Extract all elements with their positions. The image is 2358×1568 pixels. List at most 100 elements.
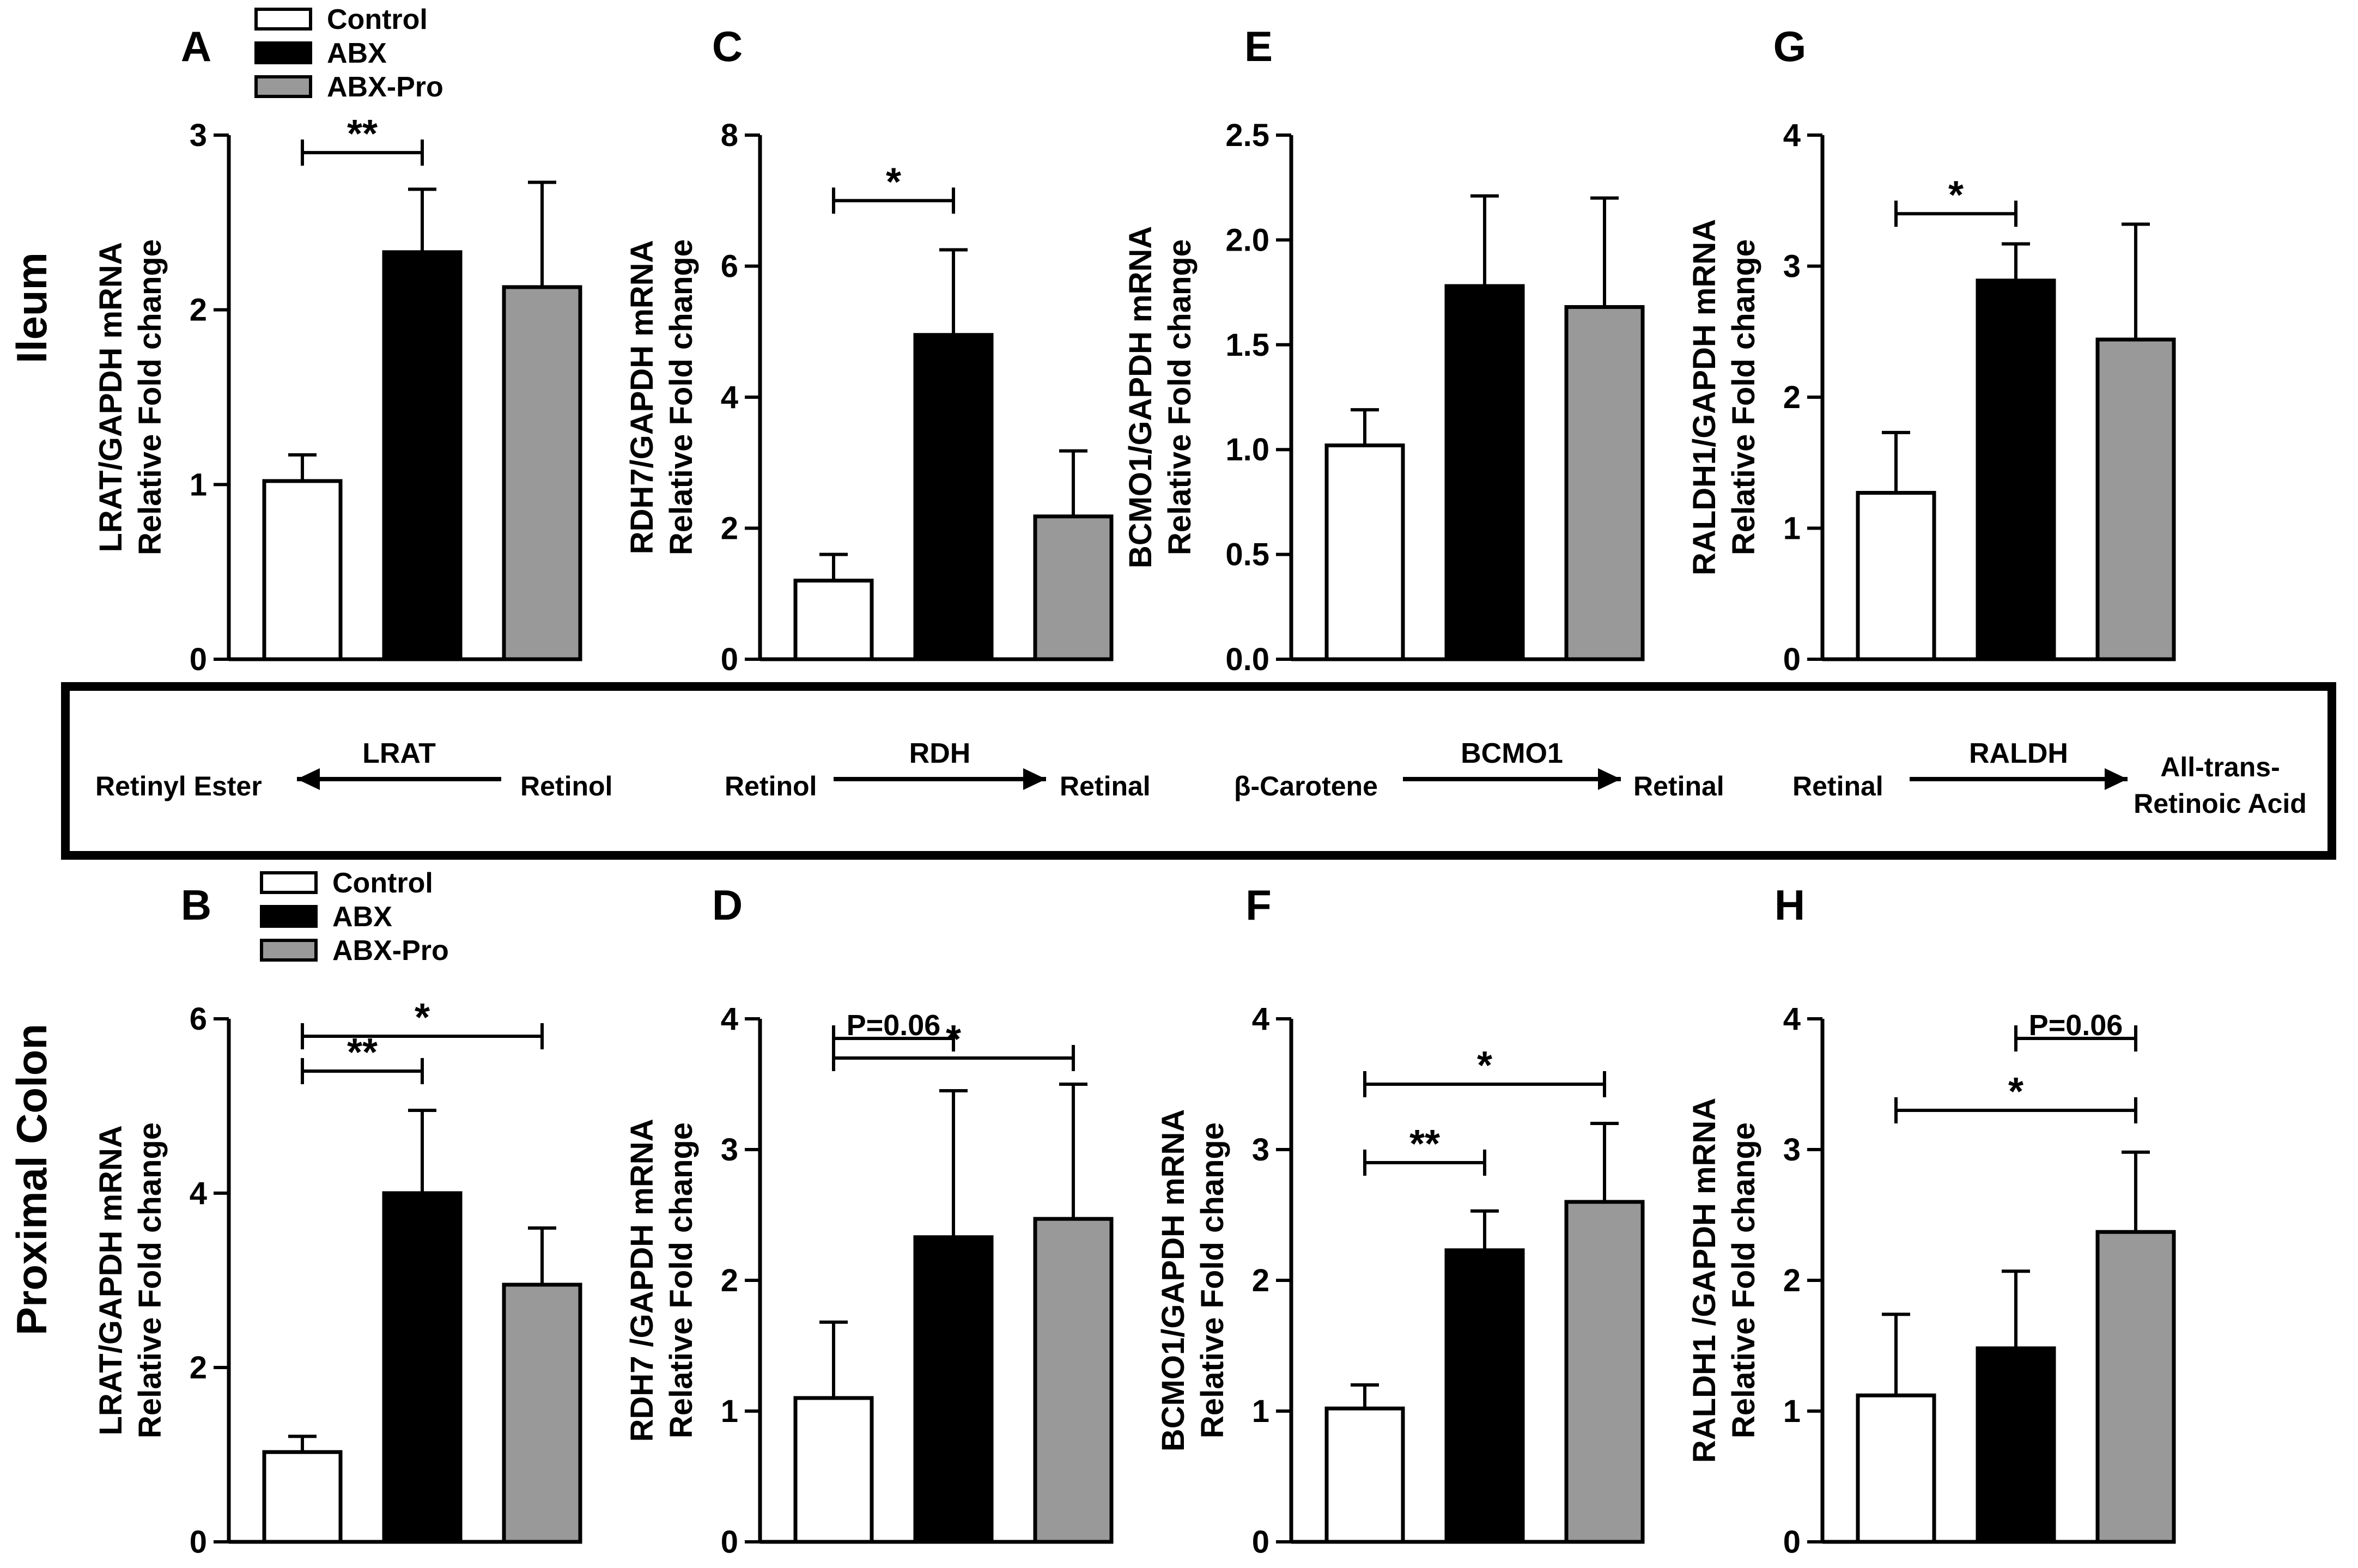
pathway-arrow-head — [297, 768, 320, 790]
row-label-ileum: Ileum — [8, 252, 56, 363]
y-tick-label: 2.0 — [1225, 222, 1269, 258]
y-tick-label: 3 — [190, 118, 207, 153]
pathway-substrate: β-Carotene — [1234, 771, 1378, 801]
y-axis-label-line2: Relative Fold change — [664, 1122, 699, 1438]
legend-label-abx-pro: ABX-Pro — [327, 71, 443, 103]
y-tick-label: 1 — [1783, 511, 1801, 546]
y-tick-label: 2 — [1783, 1263, 1801, 1298]
y-axis-label: LRAT/GAPDH mRNA Relative Fold change — [93, 1122, 168, 1438]
panel-f: F 0 1 2 3 4 BCMO1/GAPDH mRNA Relative Fold chan… — [1156, 881, 1645, 1560]
y-axis-label-line2: Relative Fold change — [664, 239, 699, 555]
pathway-substrate: Retinol — [520, 771, 612, 801]
y-tick-label: 4 — [190, 1176, 207, 1211]
bar-abx — [913, 333, 994, 661]
y-tick-label: 3 — [1252, 1132, 1269, 1168]
legend-swatch-control — [254, 8, 312, 31]
significance-label: ** — [347, 1031, 378, 1074]
pathway-product: Retinal — [1060, 771, 1151, 801]
y-axis-label-line1: BCMO1/GAPDH mRNA — [1156, 1109, 1191, 1451]
significance-label: * — [1477, 1044, 1492, 1087]
bar-control — [1324, 1406, 1405, 1544]
y-axis-label-line1: RDH7/GAPDH mRNA — [624, 240, 660, 555]
y-tick-label: 6 — [190, 1001, 207, 1037]
pathway-enzyme-label: RDH — [909, 738, 971, 769]
legend-label-abx-pro: ABX-Pro — [332, 935, 449, 967]
pathway-arrow-head — [1023, 768, 1046, 790]
y-axis-label-line1: BCMO1/GAPDH mRNA — [1123, 226, 1158, 568]
bar-control — [1856, 491, 1936, 661]
panel-letter: E — [1244, 22, 1273, 70]
panel-d: D 0 1 2 3 4 RDH7 /GAPDH mRNA Relative Fold chan… — [624, 881, 1114, 1560]
bar-abx — [1976, 278, 2056, 661]
panel-g: G 0 1 2 3 4 RALDH1/GAPDH mRNA Relative Fold cha… — [1687, 22, 2176, 677]
legend-swatch-abx-pro — [260, 939, 318, 962]
y-axis-label-line2: Relative Fold change — [1726, 239, 1761, 555]
panel-c: C 0 2 4 6 8 RDH7/GAPDH mRNA Relative Fold chang… — [624, 22, 1114, 677]
pathway-step-bcmo1: BCMO1 β-Carotene Retinal — [1234, 738, 1724, 801]
panel-b: B 0 2 4 6 LRAT/GAPDH mRNA Relative Fold change… — [93, 867, 582, 1560]
panel-letter: F — [1245, 881, 1272, 929]
y-tick-label: 2 — [190, 293, 207, 328]
pathway-arrow-head — [1598, 768, 1621, 790]
pathway-step-rdh: RDH Retinol Retinal — [725, 738, 1151, 801]
y-tick-label: 3 — [1783, 249, 1801, 284]
y-axis-label-line1: LRAT/GAPDH mRNA — [93, 242, 129, 552]
y-tick-label: 2 — [721, 511, 738, 546]
significance-label: * — [1948, 173, 1964, 217]
y-axis-label: RALDH1 /GAPDH mRNA Relative Fold change — [1687, 1098, 1761, 1463]
pathway-arrow-head — [2105, 768, 2128, 790]
bar-control — [793, 1396, 874, 1544]
y-tick-label: 0 — [190, 642, 207, 677]
y-axis-label: RDH7/GAPDH mRNA Relative Fold change — [624, 239, 699, 555]
bar-abx-pro — [2095, 1230, 2176, 1544]
bar-abx-pro — [1033, 514, 1114, 661]
bar-abx-pro — [1564, 305, 1645, 661]
legend-swatch-control — [260, 871, 318, 894]
panel-letter: G — [1773, 22, 1807, 70]
y-tick-label: 6 — [721, 249, 738, 284]
y-tick-label: 8 — [721, 118, 738, 153]
y-axis-label: BCMO1/GAPDH mRNA Relative Fold change — [1123, 226, 1198, 568]
y-axis-label-line2: Relative Fold change — [132, 1122, 168, 1438]
significance-label: P=0.06 — [847, 1009, 941, 1042]
panel-e: E 0.0 0.5 1.0 1.5 2.0 2.5 BCMO1/GAPDH mRNA Relat… — [1123, 22, 1645, 677]
y-axis-label-line2: Relative Fold change — [1726, 1122, 1761, 1438]
y-tick-label: 2 — [1783, 380, 1801, 415]
row-labels: Ileum Proximal Colon — [8, 252, 56, 1335]
significance-label: ** — [1409, 1122, 1440, 1166]
bar-control — [793, 579, 874, 661]
pathway-step-raldh: RALDH Retinal All-trans- Retinoic Acid — [1792, 738, 2307, 819]
significance-label: * — [946, 1018, 961, 1061]
pathway-product-line2: Retinoic Acid — [2134, 788, 2307, 819]
panel-letter: D — [712, 881, 743, 929]
pathway-box-border — [61, 682, 2336, 860]
y-axis-label-line2: Relative Fold change — [132, 239, 168, 555]
y-tick-label: 0 — [1783, 642, 1801, 677]
y-tick-label: 4 — [721, 380, 738, 415]
pathway-substrate: Retinol — [725, 771, 817, 801]
y-tick-label: 4 — [1783, 1001, 1801, 1037]
legend-swatch-abx — [254, 41, 312, 64]
legend-label-abx: ABX — [327, 38, 387, 69]
y-axis-label-line2: Relative Fold change — [1162, 239, 1198, 555]
y-tick-label: 2 — [190, 1350, 207, 1385]
bar-abx-pro — [502, 285, 582, 661]
bar-abx-pro — [2095, 337, 2176, 661]
y-tick-label: 2 — [1252, 1263, 1269, 1298]
pathway-product-line1: All-trans- — [2160, 752, 2280, 782]
panel-a: A 0 1 2 3 LRAT/GAPDH mRNA Relative Fold change… — [93, 4, 582, 677]
y-axis-label: BCMO1/GAPDH mRNA Relative Fold change — [1156, 1109, 1230, 1451]
y-tick-label: 1 — [1783, 1394, 1801, 1429]
panel-letter: B — [181, 881, 211, 929]
pathway-enzyme-label: RALDH — [1969, 738, 2068, 769]
pathway-enzyme-label: LRAT — [362, 738, 436, 769]
legend-label-control: Control — [327, 4, 428, 35]
pathway-product: Retinyl Ester — [95, 771, 262, 801]
pathway-enzyme-label: BCMO1 — [1461, 738, 1563, 769]
bar-abx — [913, 1235, 994, 1544]
y-axis-label-line1: RALDH1 /GAPDH mRNA — [1687, 1098, 1722, 1463]
y-tick-label: 0 — [1783, 1524, 1801, 1560]
bar-abx-pro — [502, 1283, 582, 1544]
